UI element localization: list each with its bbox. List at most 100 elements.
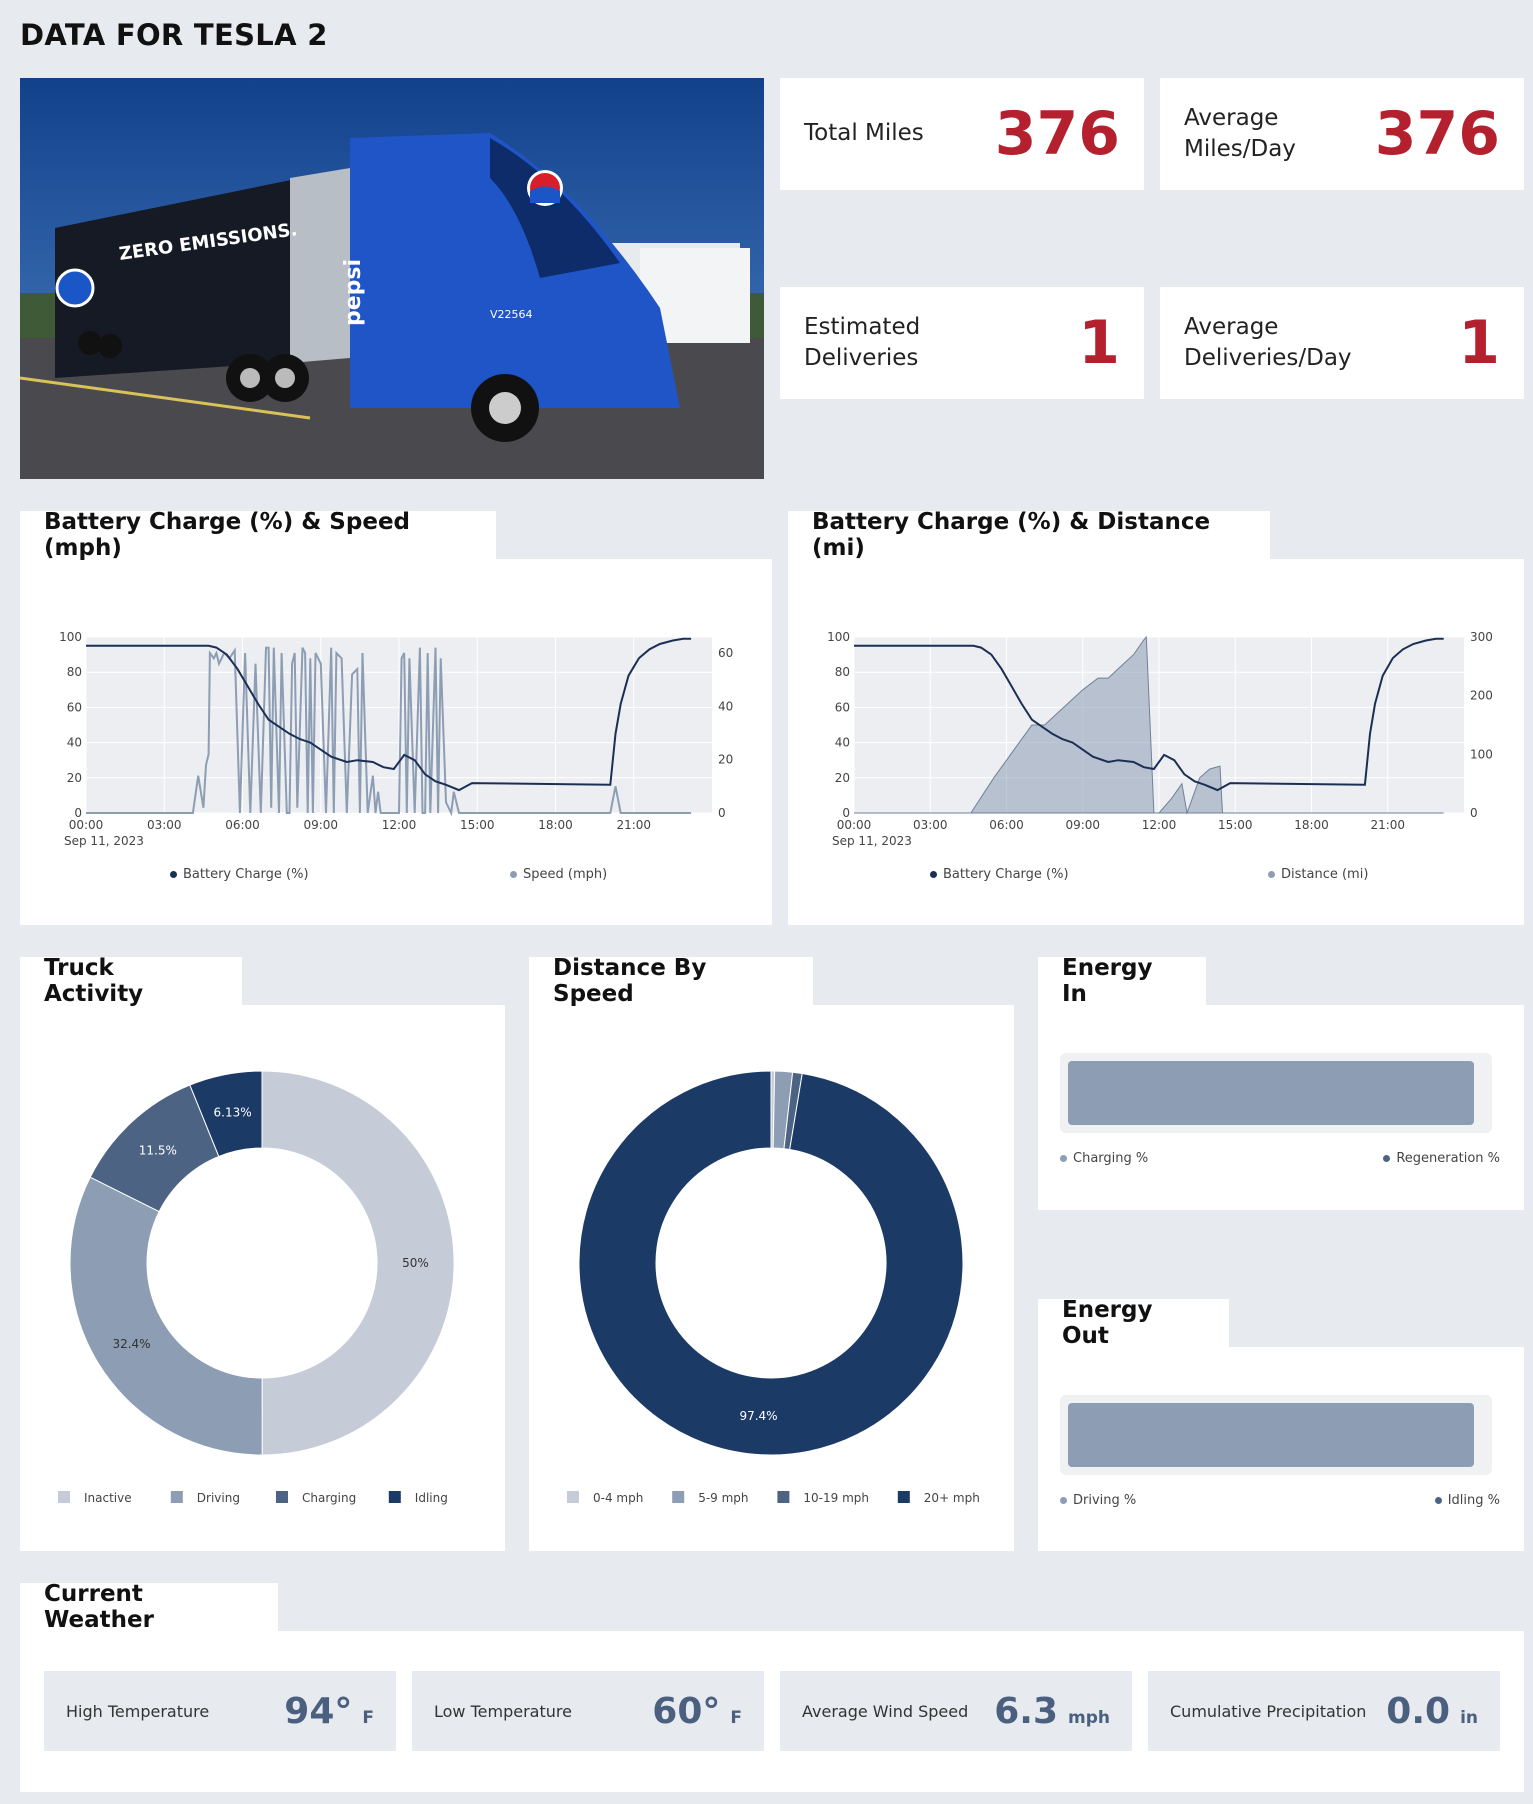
truck-activity-title: Truck Activity <box>20 955 242 1007</box>
x-tick-label: 21:00 <box>616 818 651 832</box>
y-left-tick-label: 100 <box>827 630 850 644</box>
weather-card: Current Weather High Temperature 94° F Lo… <box>20 1581 1524 1792</box>
x-tick-label: 09:00 <box>1065 818 1100 832</box>
battery-speed-chart: 00:00 03:00 06:00 09:00 12:00 15:00 18:00 21:00… <box>59 630 733 848</box>
legend-label: Speed (mph) <box>523 867 608 882</box>
energy-out-card: Energy Out Driving % Idling % <box>1038 1297 1524 1551</box>
legend-label: 20+ mph <box>924 1491 980 1505</box>
legend-label: 5-9 mph <box>698 1491 748 1505</box>
distance-by-speed-title: Distance By Speed <box>529 955 813 1007</box>
legend-swatch <box>897 1491 910 1503</box>
avg-miles-day-card: Average Miles/Day 376 <box>1160 78 1524 190</box>
y-right-tick-label: 100 <box>1470 747 1493 761</box>
x-date-label: Sep 11, 2023 <box>832 834 912 848</box>
battery-speed-title: Battery Charge (%) & Speed (mph) <box>20 509 496 561</box>
legend-label: 10-19 mph <box>803 1491 869 1505</box>
page-title: DATA FOR TESLA 2 <box>20 18 328 52</box>
battery-line <box>854 637 1444 792</box>
avg-deliveries-day-card: Average Deliveries/Day 1 <box>1160 287 1524 399</box>
legend-label: Driving % <box>1073 1493 1137 1508</box>
legend-label: Battery Charge (%) <box>183 867 309 882</box>
y-left-tick-label: 80 <box>835 665 850 679</box>
unit-number: V22564 <box>490 308 533 321</box>
est-deliveries-card: Estimated Deliveries 1 <box>780 287 1144 399</box>
high-temp-value: 94° <box>284 1690 353 1732</box>
low-temp-unit: F <box>730 1707 742 1728</box>
energy-out-title: Energy Out <box>1038 1297 1229 1349</box>
battery-line <box>86 637 692 792</box>
y-right-tick-label: 200 <box>1470 689 1493 703</box>
y-right-tick-label: 0 <box>1470 806 1478 820</box>
y-right-tick-label: 40 <box>718 699 733 713</box>
legend-dot <box>510 871 517 878</box>
pepsi-logo <box>55 268 95 308</box>
slice-label: 50% <box>402 1256 429 1270</box>
distance-area <box>854 635 1444 815</box>
total-miles-label: Total Miles <box>804 120 924 147</box>
y-left-tick-label: 20 <box>835 771 850 785</box>
wind-speed-value: 6.3 <box>994 1690 1058 1732</box>
y-right-tick-label: 0 <box>718 806 726 820</box>
distance-by-speed-card: Distance By Speed 97.4% 0-4 mph 5-9 mph 10-… <box>529 955 1014 1551</box>
legend-label: Charging % <box>1073 1151 1149 1166</box>
energy-out-fill <box>1068 1403 1474 1467</box>
y-right-tick-label: 60 <box>718 646 733 660</box>
legend-dot <box>1434 1497 1442 1504</box>
energy-in-title: Energy In <box>1038 955 1206 1007</box>
x-tick-label: 03:00 <box>913 818 948 832</box>
legend-idling: Idling % <box>1434 1493 1500 1508</box>
y-left-tick-label: 40 <box>67 736 82 750</box>
speed-line <box>86 646 692 817</box>
wind-speed-unit: mph <box>1068 1707 1110 1728</box>
avg-deliveries-day-value: 1 <box>1458 308 1500 378</box>
battery-distance-chart: 00:00 03:00 06:00 09:00 12:00 15:00 18:00 21:00… <box>827 630 1493 848</box>
legend-label: Idling % <box>1447 1493 1500 1508</box>
legend-label: 0-4 mph <box>593 1491 643 1505</box>
high-temp-tile: High Temperature 94° F <box>44 1671 396 1751</box>
slice-label: 97.4% <box>739 1409 777 1423</box>
legend-label: Idling <box>415 1491 448 1505</box>
legend-label: Charging <box>302 1491 356 1505</box>
slice-20-mph <box>578 1070 964 1456</box>
legend-dot <box>930 871 937 878</box>
x-tick-label: 06:00 <box>225 818 260 832</box>
y-right-tick-label: 300 <box>1470 630 1493 644</box>
y-left-tick-label: 100 <box>59 630 82 644</box>
slice-inactive <box>261 1070 455 1456</box>
legend-label: Inactive <box>84 1491 132 1505</box>
slice-label: 6.13% <box>214 1105 252 1119</box>
legend-dot <box>1268 871 1275 878</box>
total-miles-card: Total Miles 376 <box>780 78 1144 190</box>
legend-regeneration: Regeneration % <box>1383 1151 1500 1166</box>
precipitation-value: 0.0 <box>1386 1690 1451 1732</box>
weather-title: Current Weather <box>20 1581 278 1633</box>
slice-label: 11.5% <box>139 1143 177 1157</box>
x-tick-label: 12:00 <box>1142 818 1177 832</box>
energy-in-card: Energy In Charging % Regeneration % <box>1038 955 1524 1210</box>
legend-swatch <box>672 1491 685 1503</box>
truck-activity-card: Truck Activity 50% 32.4% 11.5% 6.13% Inactiv… <box>20 955 505 1551</box>
slice-driving <box>69 1176 263 1456</box>
precipitation-label: Cumulative Precipitation <box>1170 1701 1367 1721</box>
x-tick-label: 15:00 <box>460 818 495 832</box>
x-date-label: Sep 11, 2023 <box>64 834 144 848</box>
x-tick-label: 12:00 <box>382 818 417 832</box>
battery-distance-card: Battery Charge (%) & Distance (mi) 00:00… <box>788 509 1524 925</box>
x-tick-label: 06:00 <box>989 818 1024 832</box>
legend-swatch <box>567 1491 579 1503</box>
legend-dot <box>1060 1497 1067 1504</box>
low-temp-tile: Low Temperature 60° F <box>412 1671 764 1751</box>
x-tick-label: 00:00 <box>837 818 872 832</box>
legend-swatch <box>58 1491 70 1503</box>
legend-dot <box>1383 1155 1391 1162</box>
legend-dot <box>1060 1155 1067 1162</box>
y-left-tick-label: 0 <box>74 806 82 820</box>
est-deliveries-label: Estimated Deliveries <box>804 313 921 371</box>
legend-dot <box>170 871 177 878</box>
legend-swatch <box>170 1491 183 1503</box>
y-left-tick-label: 80 <box>67 665 82 679</box>
low-temp-label: Low Temperature <box>434 1701 572 1721</box>
x-tick-label: 18:00 <box>1294 818 1329 832</box>
avg-miles-day-label: Average Miles/Day <box>1184 104 1296 162</box>
high-temp-label: High Temperature <box>66 1701 210 1721</box>
